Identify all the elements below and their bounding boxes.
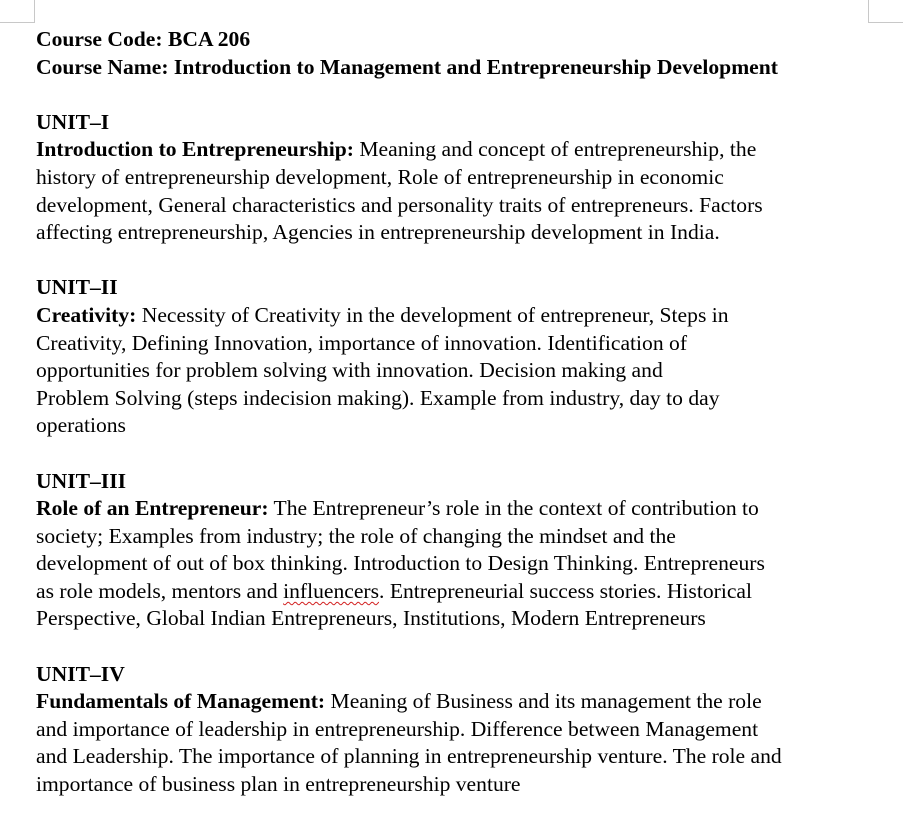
unit-2-paragraph-line: Creativity, Defining Innovation, importa… [36,330,881,358]
unit-4-heading: UNIT–IV [36,661,881,689]
unit-3-paragraph-line: Role of an Entrepreneur: The Entrepreneu… [36,495,881,523]
unit-1-paragraph-line: affecting entrepreneurship, Agencies in … [36,219,881,247]
unit-3-heading: UNIT–III [36,468,881,496]
unit-2-text: Necessity of Creativity in the developme… [136,303,728,327]
unit-4-paragraph-line: and Leadership. The importance of planni… [36,743,881,771]
unit-1-paragraph-line: development, General characteristics and… [36,192,881,220]
left-margin-corner-mark [0,0,35,23]
unit-1-topic: Introduction to Entrepreneurship: [36,137,354,161]
unit-2-paragraph-line: operations [36,412,881,440]
unit-1-heading: UNIT–I [36,109,881,137]
unit-2-paragraph-line: Creativity: Necessity of Creativity in t… [36,302,881,330]
unit-4-topic: Fundamentals of Management: [36,689,325,713]
course-name-heading: Course Name: Introduction to Management … [36,54,881,82]
unit-3-paragraph-line: development of out of box thinking. Intr… [36,550,881,578]
unit-3-paragraph-line: as role models, mentors and influencers.… [36,578,881,606]
blank-line [36,440,881,468]
document-page[interactable]: Course Code: BCA 206 Course Name: Introd… [36,26,881,799]
unit-2-topic: Creativity: [36,303,136,327]
unit-3-paragraph-line: society; Examples from industry; the rol… [36,523,881,551]
unit-3-text: as role models, mentors and [36,579,283,603]
unit-1-paragraph-line: history of entrepreneurship development,… [36,164,881,192]
unit-1-text: Meaning and concept of entrepreneurship,… [354,137,756,161]
misspelled-word[interactable]: influencers [283,579,379,603]
unit-4-text: Meaning of Business and its management t… [325,689,762,713]
unit-2-paragraph-line: opportunities for problem solving with i… [36,357,881,385]
course-code-heading: Course Code: BCA 206 [36,26,881,54]
right-margin-corner-mark [868,0,903,23]
blank-line [36,81,881,109]
unit-4-paragraph-line: Fundamentals of Management: Meaning of B… [36,688,881,716]
unit-2-paragraph-line: Problem Solving (steps indecision making… [36,385,881,413]
unit-4-paragraph-line: importance of business plan in entrepren… [36,771,881,799]
blank-line [36,633,881,661]
unit-3-paragraph-line: Perspective, Global Indian Entrepreneurs… [36,605,881,633]
unit-2-heading: UNIT–II [36,274,881,302]
unit-3-text: . Entrepreneurial success stories. Histo… [379,579,752,603]
unit-3-topic: Role of an Entrepreneur: [36,496,269,520]
unit-3-text: The Entrepreneur’s role in the context o… [269,496,759,520]
unit-1-paragraph-line: Introduction to Entrepreneurship: Meanin… [36,136,881,164]
unit-4-paragraph-line: and importance of leadership in entrepre… [36,716,881,744]
blank-line [36,247,881,275]
